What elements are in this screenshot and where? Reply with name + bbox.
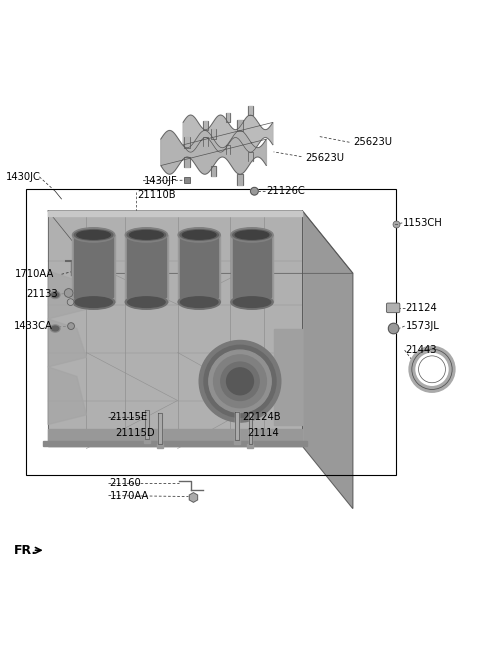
Ellipse shape — [75, 297, 112, 307]
Ellipse shape — [199, 340, 281, 422]
Bar — [211, 129, 216, 139]
Polygon shape — [234, 440, 240, 443]
Text: 1433CA: 1433CA — [13, 321, 52, 331]
Polygon shape — [145, 410, 149, 439]
Text: 1710AA: 1710AA — [15, 269, 55, 279]
Text: 21160: 21160 — [109, 478, 141, 488]
Circle shape — [68, 323, 74, 329]
Ellipse shape — [180, 297, 218, 307]
Polygon shape — [157, 443, 163, 447]
Text: 1430JC: 1430JC — [6, 172, 41, 182]
Ellipse shape — [204, 346, 276, 417]
Ellipse shape — [178, 228, 220, 242]
Ellipse shape — [221, 362, 259, 401]
Ellipse shape — [227, 368, 253, 395]
Ellipse shape — [125, 295, 168, 309]
Polygon shape — [180, 237, 218, 298]
Ellipse shape — [182, 231, 216, 239]
Text: 25623U: 25623U — [353, 137, 392, 147]
Bar — [237, 120, 243, 131]
Ellipse shape — [72, 295, 115, 309]
Text: 21114: 21114 — [247, 428, 279, 438]
Ellipse shape — [74, 229, 113, 240]
Ellipse shape — [50, 325, 60, 332]
Ellipse shape — [235, 231, 269, 239]
Text: FR.: FR. — [13, 544, 36, 556]
Polygon shape — [127, 237, 166, 298]
Polygon shape — [161, 131, 266, 174]
Text: 1430JF: 1430JF — [144, 175, 178, 186]
Polygon shape — [48, 211, 302, 446]
Ellipse shape — [231, 295, 273, 309]
Polygon shape — [48, 319, 86, 367]
Polygon shape — [235, 412, 239, 440]
Text: 1153CH: 1153CH — [403, 218, 443, 228]
Polygon shape — [231, 235, 273, 302]
Text: 21126C: 21126C — [266, 186, 305, 196]
Bar — [184, 157, 190, 168]
Ellipse shape — [233, 297, 271, 307]
Bar — [226, 114, 230, 122]
Polygon shape — [48, 211, 302, 215]
Ellipse shape — [130, 231, 163, 239]
Circle shape — [251, 187, 258, 195]
Polygon shape — [249, 413, 252, 443]
Text: 21115E: 21115E — [109, 412, 147, 422]
Polygon shape — [48, 211, 353, 273]
Bar — [184, 137, 190, 148]
Ellipse shape — [209, 350, 271, 413]
Ellipse shape — [180, 229, 218, 240]
Bar — [226, 145, 230, 154]
Circle shape — [388, 323, 399, 334]
Text: 22124B: 22124B — [242, 412, 281, 422]
Circle shape — [67, 299, 74, 306]
Bar — [248, 152, 253, 161]
Polygon shape — [48, 429, 302, 446]
Polygon shape — [72, 235, 115, 302]
Ellipse shape — [72, 228, 115, 242]
Polygon shape — [43, 442, 307, 446]
Text: 21133: 21133 — [26, 289, 58, 299]
Polygon shape — [302, 211, 353, 509]
Bar — [248, 106, 253, 115]
Circle shape — [64, 288, 73, 298]
Text: 21115D: 21115D — [115, 428, 155, 438]
Polygon shape — [48, 367, 86, 424]
Polygon shape — [158, 413, 162, 443]
Ellipse shape — [128, 297, 165, 307]
Polygon shape — [247, 443, 253, 447]
Bar — [203, 121, 208, 129]
Text: 25623U: 25623U — [305, 153, 344, 163]
Polygon shape — [48, 271, 86, 319]
Bar — [26, 189, 396, 475]
FancyBboxPatch shape — [386, 303, 400, 313]
Polygon shape — [274, 328, 302, 424]
Text: 21110B: 21110B — [137, 190, 175, 200]
Ellipse shape — [50, 291, 60, 298]
Bar — [203, 137, 208, 147]
Ellipse shape — [77, 231, 110, 239]
Ellipse shape — [233, 229, 271, 240]
Ellipse shape — [127, 229, 166, 240]
Polygon shape — [125, 235, 168, 302]
Ellipse shape — [125, 228, 168, 242]
Polygon shape — [144, 439, 150, 443]
Bar — [237, 174, 243, 185]
Ellipse shape — [52, 326, 59, 331]
Polygon shape — [178, 235, 220, 302]
Ellipse shape — [52, 292, 59, 298]
Text: 21124: 21124 — [406, 303, 437, 313]
Bar — [211, 166, 216, 176]
Polygon shape — [183, 115, 273, 152]
Text: 1573JL: 1573JL — [406, 321, 439, 331]
Polygon shape — [233, 237, 271, 298]
Ellipse shape — [178, 295, 220, 309]
Polygon shape — [74, 237, 113, 298]
Ellipse shape — [214, 355, 266, 408]
Text: 21443: 21443 — [406, 345, 437, 355]
Text: 1170AA: 1170AA — [109, 491, 149, 501]
Ellipse shape — [231, 228, 273, 242]
